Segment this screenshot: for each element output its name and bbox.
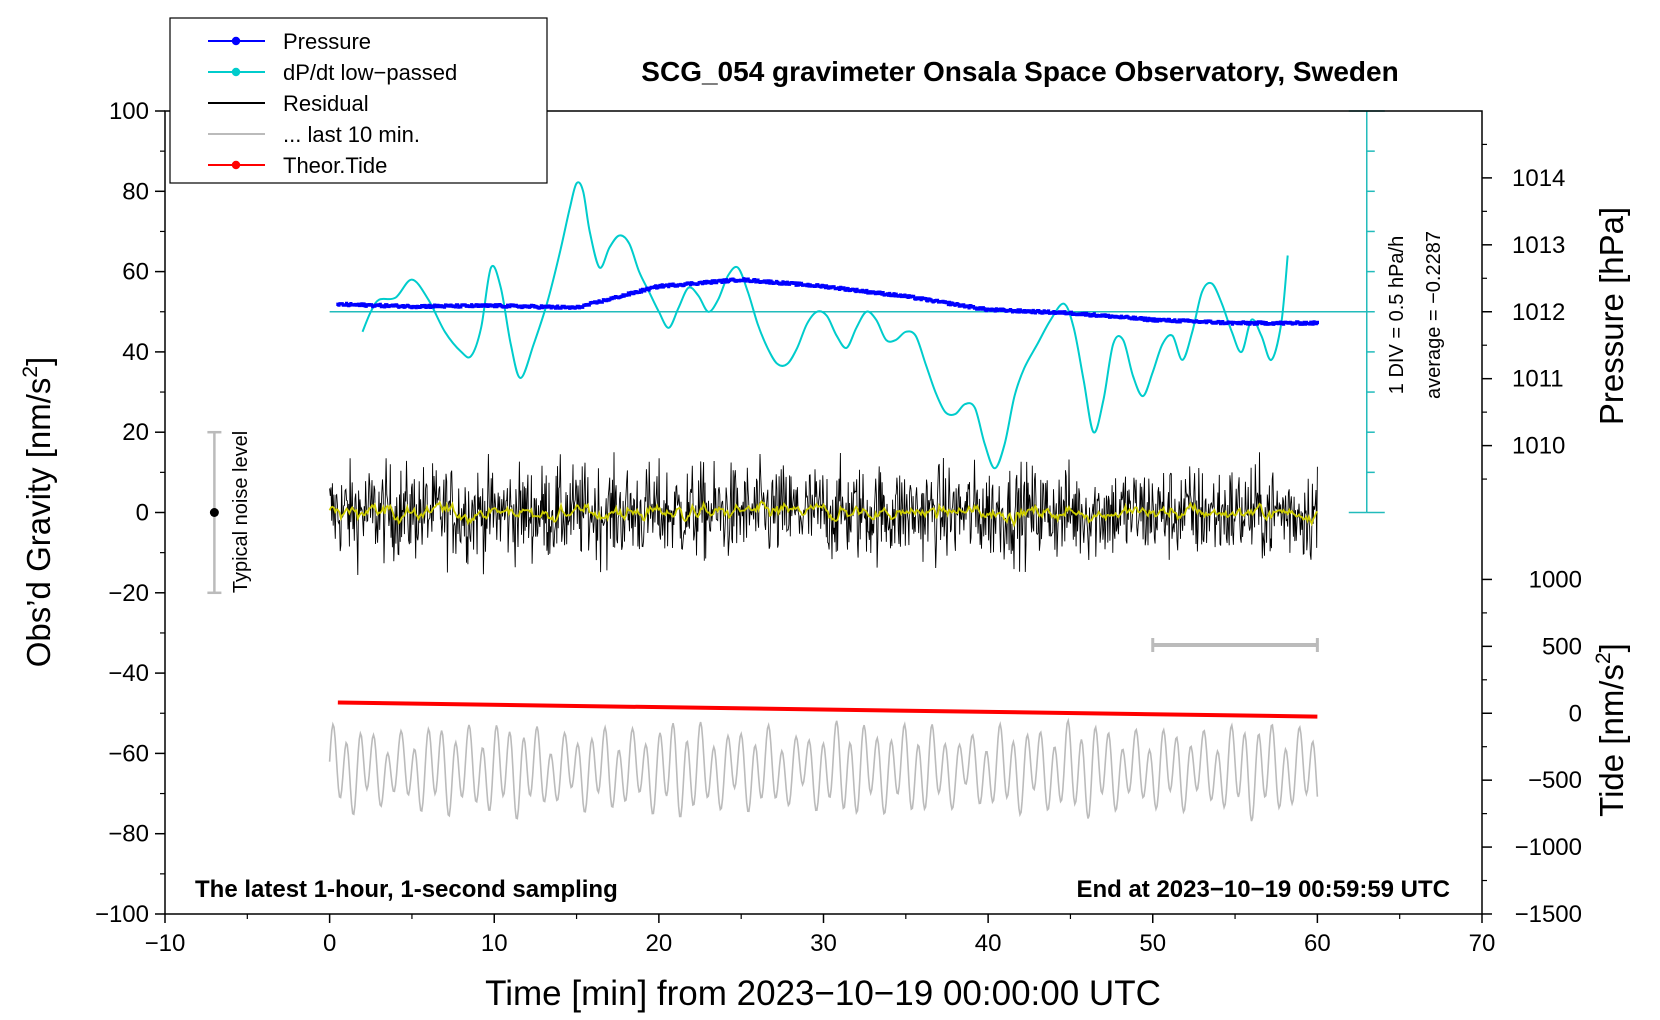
- x-tick-label: 50: [1139, 930, 1166, 957]
- y-tick-label: 0: [136, 500, 149, 527]
- dpdt-average-label: average = −0.2287: [1423, 231, 1445, 399]
- axes: −10 0 10 20 30 40 50 60 70−100−80−60−40−20020406…: [95, 98, 1582, 957]
- pressure-axis-label: Pressure [hPa]: [1593, 207, 1630, 425]
- pressure-line: [336, 277, 1319, 326]
- y-axis-label: Obs’d Gravity [nm/s2]: [19, 357, 57, 668]
- noise-bar-center: [209, 508, 219, 517]
- y-tick-label: 20: [122, 419, 149, 446]
- tide-tick-label: 500: [1542, 633, 1582, 660]
- legend-label: Theor.Tide: [283, 153, 387, 178]
- x-tick-label: 70: [1469, 930, 1496, 957]
- y-tick-label: 80: [122, 178, 149, 205]
- pressure-tick-label: 1010: [1512, 433, 1565, 460]
- y-tick-label: −60: [108, 740, 149, 767]
- theor-tide-line: [337, 700, 1318, 719]
- pressure-tick-label: 1012: [1512, 299, 1565, 326]
- legend-label: Residual: [283, 91, 369, 116]
- tide-axis-label: Tide [nm/s2]: [1592, 643, 1630, 817]
- residual-line: [329, 452, 1318, 576]
- legend-marker: [231, 36, 241, 46]
- annotation-sampling: The latest 1‑hour, 1‑second sampling: [195, 876, 618, 903]
- annotation-end-time: End at 2023−10−19 00:59:59 UTC: [1076, 876, 1450, 903]
- plot-area: [207, 110, 1385, 822]
- y-tick-label: −40: [108, 660, 149, 687]
- tide-tick-label: 1000: [1529, 566, 1582, 593]
- x-tick-label: −10: [145, 930, 186, 957]
- pressure-tick-label: 1013: [1512, 232, 1565, 259]
- residual-smoothed-line: [328, 500, 1319, 528]
- x-tick-label: 60: [1304, 930, 1331, 957]
- legend-marker: [231, 67, 241, 77]
- noise-level-label: Typical noise level: [230, 431, 252, 593]
- x-axis-label: Time [min] from 2023−10−19 00:00:00 UTC: [485, 974, 1161, 1013]
- chart-title: SCG_054 gravimeter Onsala Space Observat…: [641, 56, 1398, 87]
- legend-label: dP/dt low−passed: [283, 60, 457, 85]
- y-tick-label: 100: [109, 98, 149, 125]
- y-tick-label: 60: [122, 259, 149, 286]
- legend-label: ... last 10 min.: [283, 122, 420, 147]
- x-tick-label: 40: [975, 930, 1002, 957]
- legend: Pressure dP/dt low−passed Residual ... last…: [169, 17, 548, 184]
- last-10-min-line: [328, 717, 1319, 822]
- tide-tick-label: 0: [1569, 700, 1582, 727]
- dpdt-division-label: 1 DIV = 0.5 hPa/h: [1386, 236, 1408, 394]
- y-tick-label: −80: [108, 821, 149, 848]
- x-tick-label: 30: [810, 930, 837, 957]
- x-tick-label: 20: [646, 930, 673, 957]
- y-tick-label: 40: [122, 339, 149, 366]
- tide-tick-label: −1500: [1515, 901, 1582, 928]
- pressure-tick-label: 1011: [1512, 366, 1564, 393]
- x-tick-label: 10: [481, 930, 508, 957]
- dpdt-line: [361, 181, 1289, 470]
- y-tick-label: −100: [95, 901, 149, 928]
- x-tick-label: 0: [323, 930, 336, 957]
- y-tick-label: −20: [108, 580, 149, 607]
- legend-box: [169, 17, 548, 184]
- tide-tick-label: −1000: [1515, 834, 1582, 861]
- tide-tick-label: −500: [1528, 767, 1582, 794]
- pressure-tick-label: 1014: [1512, 165, 1565, 192]
- legend-label: Pressure: [283, 29, 371, 54]
- legend-marker: [231, 160, 241, 170]
